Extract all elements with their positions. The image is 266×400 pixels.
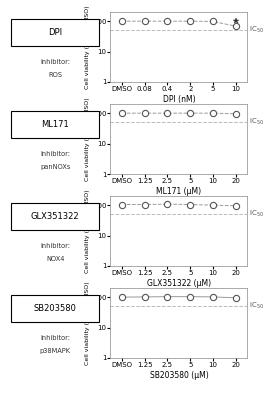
Bar	[11, 111, 99, 138]
Text: NOX4: NOX4	[46, 256, 64, 262]
Text: GLX351322: GLX351322	[31, 212, 80, 221]
Text: ROS: ROS	[48, 72, 62, 78]
Text: DPI: DPI	[48, 28, 62, 37]
Text: IC$_{50}$: IC$_{50}$	[249, 301, 264, 312]
Y-axis label: Cell viability (%; vs DMSO): Cell viability (%; vs DMSO)	[85, 281, 90, 365]
Text: p38MAPK: p38MAPK	[40, 348, 71, 354]
Y-axis label: Cell viability (%; vs DMSO): Cell viability (%; vs DMSO)	[85, 5, 90, 89]
Text: Inhibitor:: Inhibitor:	[40, 335, 70, 341]
Text: ML171: ML171	[41, 120, 69, 129]
Text: SB203580: SB203580	[34, 304, 77, 313]
Text: IC$_{50}$: IC$_{50}$	[249, 117, 264, 128]
Text: IC$_{50}$: IC$_{50}$	[249, 209, 264, 220]
Bar	[11, 203, 99, 230]
Y-axis label: Cell viability (%; vs DMSO): Cell viability (%; vs DMSO)	[85, 189, 90, 273]
X-axis label: DPI (nM): DPI (nM)	[163, 95, 195, 104]
Text: panNOXs: panNOXs	[40, 164, 70, 170]
X-axis label: GLX351322 (μM): GLX351322 (μM)	[147, 279, 211, 288]
Text: Inhibitor:: Inhibitor:	[40, 152, 70, 158]
Bar	[11, 19, 99, 46]
X-axis label: SB203580 (μM): SB203580 (μM)	[149, 371, 208, 380]
Y-axis label: Cell viability (%; vs DMSO): Cell viability (%; vs DMSO)	[85, 97, 90, 181]
Text: IC$_{50}$: IC$_{50}$	[249, 25, 264, 36]
Bar	[11, 295, 99, 322]
Text: Inhibitor:: Inhibitor:	[40, 243, 70, 250]
X-axis label: ML171 (μM): ML171 (μM)	[156, 187, 201, 196]
Text: Inhibitor:: Inhibitor:	[40, 59, 70, 65]
